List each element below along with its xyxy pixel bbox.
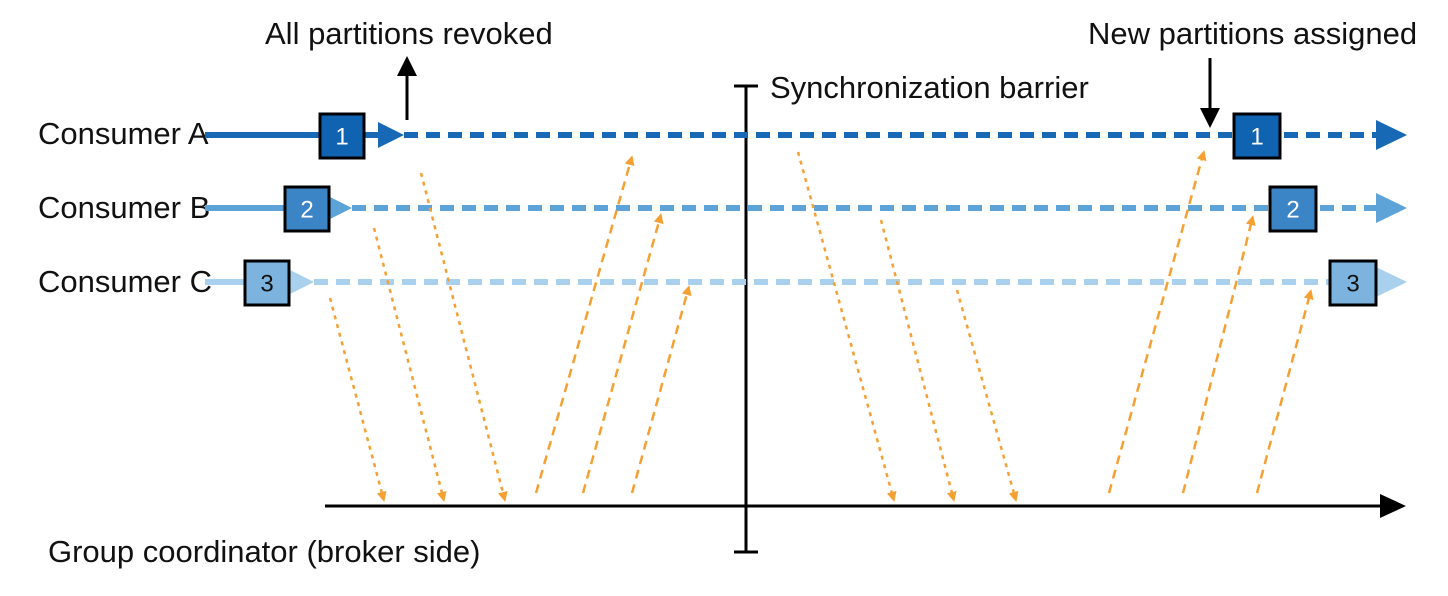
response-arrow-a2 <box>1107 150 1207 494</box>
consumer-c-end-arrow <box>1376 267 1407 297</box>
partition-box-a1-before: 1 <box>318 112 366 160</box>
consumer-b-head <box>326 195 352 221</box>
consumer-b-lane: Consumer B 2 2 <box>38 185 1407 233</box>
synchronization-barrier <box>734 84 758 554</box>
consumer-c-head <box>288 269 314 295</box>
response-arrow-c1 <box>630 285 692 494</box>
request-arrow-c2 <box>955 289 1019 502</box>
consumer-a-lane: Consumer A 1 1 <box>38 112 1407 160</box>
barrier-label: Synchronization barrier <box>770 70 1089 105</box>
consumer-c-lane: Consumer C 3 3 <box>38 259 1407 307</box>
consumer-a-label: Consumer A <box>38 116 209 151</box>
consumer-c-label: Consumer C <box>38 264 212 299</box>
partition-box-b2-before: 2 <box>283 185 331 233</box>
assigned-label: New partitions assigned <box>1088 16 1417 51</box>
request-arrow-c1 <box>328 297 387 502</box>
response-arrow-b2 <box>1181 215 1256 494</box>
partition-box-a1-after: 1 <box>1232 112 1282 160</box>
request-arrow-a1 <box>419 172 508 502</box>
partition-box-c3-after: 3 <box>1328 259 1378 307</box>
svg-text:2: 2 <box>300 197 313 224</box>
svg-text:3: 3 <box>1346 271 1359 298</box>
svg-text:1: 1 <box>335 124 348 151</box>
consumer-b-label: Consumer B <box>38 190 210 225</box>
message-arrows <box>328 150 1314 502</box>
consumer-a-head <box>378 122 404 148</box>
svg-text:2: 2 <box>1286 197 1299 224</box>
svg-text:3: 3 <box>260 271 273 298</box>
request-arrow-b2 <box>879 219 957 502</box>
partition-box-c3-before: 3 <box>243 259 291 307</box>
revoked-label: All partitions revoked <box>265 16 553 51</box>
response-arrow-c2 <box>1255 289 1314 494</box>
coordinator-timeline <box>325 494 1406 518</box>
response-arrow-b1 <box>581 213 664 494</box>
assigned-arrow <box>1200 58 1220 128</box>
request-arrow-a2 <box>796 151 897 502</box>
svg-text:1: 1 <box>1250 124 1263 151</box>
consumer-a-end-arrow <box>1376 120 1407 150</box>
coordinator-label: Group coordinator (broker side) <box>48 534 480 569</box>
partition-box-b2-after: 2 <box>1268 185 1318 233</box>
response-arrow-a1 <box>534 155 635 494</box>
revoked-arrow <box>397 56 417 120</box>
request-arrow-b1 <box>372 227 447 502</box>
consumer-b-end-arrow <box>1376 193 1407 223</box>
